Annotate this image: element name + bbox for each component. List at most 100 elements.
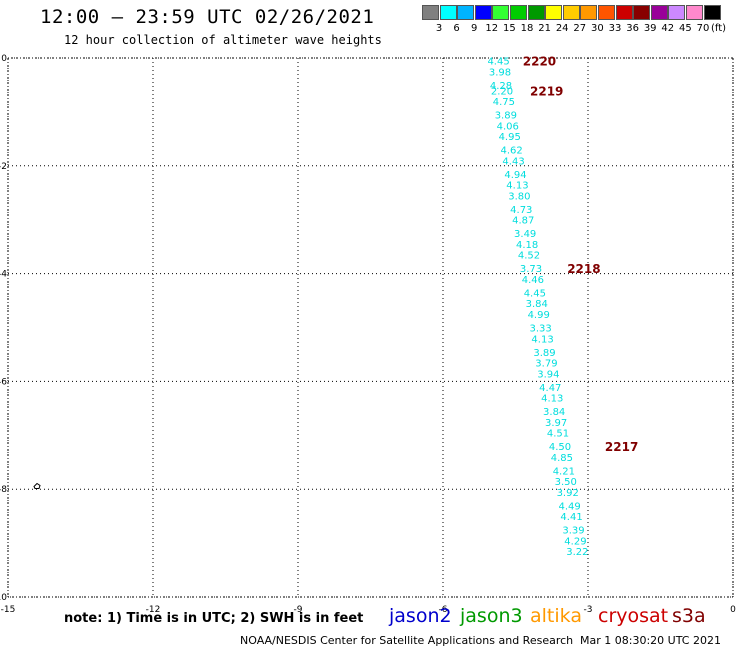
map-grid (7, 57, 734, 598)
pass-number: 2217 (605, 440, 638, 454)
timestamp-text: Mar 1 08:30:20 UTC 2021 (580, 634, 721, 647)
swh-value: 4.13 (506, 181, 528, 192)
swh-value: 4.75 (493, 97, 515, 108)
altimeter-track: 4.453.984.282.204.753.894.064.954.624.43… (487, 57, 588, 558)
legend-label: 6 (453, 23, 460, 34)
swh-value: 3.98 (489, 67, 511, 78)
swh-color-legend: 3 6 9 12 15 18 21 24 27 30 33 36 39 42 45 70 (ft) (422, 5, 732, 35)
legend-swatch (474, 5, 492, 20)
swh-value: 4.52 (518, 251, 540, 262)
legend-swatch (650, 5, 668, 20)
swh-value: 4.46 (522, 275, 544, 286)
satellite-name: cryosat (598, 605, 669, 627)
island-outline (33, 482, 41, 490)
legend-swatch (422, 5, 439, 20)
footer-note: note: 1) Time is in UTC; 2) SWH is in fe… (64, 611, 364, 626)
swh-value: 3.92 (557, 488, 579, 499)
legend-swatch (527, 5, 545, 20)
swh-value: 4.21 (553, 466, 575, 477)
legend-swatch (703, 5, 721, 20)
swh-value: 4.29 (564, 536, 586, 547)
land-feature (33, 482, 41, 490)
x-tick-label: -3 (584, 605, 593, 615)
legend-swatch (686, 5, 703, 20)
y-tick-label: -10 (0, 593, 7, 603)
map-title: 12:00 — 23:59 UTC 02/26/2021 (40, 6, 375, 28)
swh-value: 2.20 (491, 86, 513, 97)
y-tick-label: -2 (0, 162, 7, 172)
swh-value: 3.97 (545, 418, 567, 429)
pass-number: 2220 (523, 55, 556, 69)
legend-swatch (580, 5, 598, 20)
swh-value: 4.85 (551, 453, 573, 464)
swh-value: 4.95 (499, 132, 521, 143)
satellite-name: jason2 (389, 605, 452, 627)
swh-value: 3.50 (555, 477, 577, 488)
swh-value: 3.84 (543, 407, 565, 418)
swh-value: 4.28 (490, 81, 512, 92)
legend-label: 39 (643, 23, 657, 34)
x-tick-label: -9 (294, 605, 303, 615)
swh-value: 4.99 (528, 310, 550, 321)
swh-value: 3.22 (566, 547, 588, 558)
swh-value: 4.13 (531, 334, 553, 345)
x-tick-label: -15 (1, 605, 16, 615)
legend-swatch (492, 5, 510, 20)
y-tick-label: -8 (0, 485, 7, 495)
swh-value: 4.73 (510, 205, 532, 216)
swh-value: 4.94 (504, 170, 526, 181)
legend-label: 30 (591, 23, 604, 34)
swh-value: 3.80 (508, 191, 530, 202)
y-tick-label: -4 (0, 270, 7, 280)
satellite-name: altika (530, 605, 582, 627)
legend-swatch (633, 5, 651, 20)
swh-value: 3.39 (562, 526, 584, 537)
legend-swatch (545, 5, 563, 20)
legend-label: 9 (471, 23, 478, 34)
swh-value: 4.45 (487, 57, 509, 68)
x-tick-label: -12 (146, 605, 161, 615)
swh-value: 3.94 (537, 369, 559, 380)
y-tick-label: -6 (0, 377, 7, 387)
satellite-name: s3a (672, 605, 706, 627)
swh-value: 4.41 (560, 512, 582, 523)
legend-label: 24 (555, 23, 569, 34)
swh-value: 3.89 (495, 111, 517, 122)
legend-label: 3 (435, 23, 443, 34)
legend-swatch (439, 5, 457, 20)
legend-swatch (668, 5, 686, 20)
legend-unit: (ft) (711, 23, 727, 34)
legend-label: 33 (608, 23, 622, 34)
legend-swatch (457, 5, 475, 20)
swh-value: 4.06 (497, 121, 519, 132)
legend-swatch (562, 5, 580, 20)
swh-value: 3.49 (514, 229, 536, 240)
swh-value: 4.51 (547, 429, 569, 440)
swh-value: 4.13 (541, 394, 563, 405)
swh-value: 3.73 (520, 264, 542, 275)
swh-value: 3.84 (526, 299, 548, 310)
legend-label: 18 (520, 23, 534, 34)
legend-label: 42 (661, 23, 675, 34)
pass-number: 2218 (567, 262, 600, 276)
legend-label: 27 (573, 23, 587, 34)
swh-value: 4.62 (501, 146, 523, 157)
map-subtitle: 12 hour collection of altimeter wave hei… (64, 33, 382, 47)
y-tick-label: 0 (1, 54, 7, 64)
legend-label: 36 (626, 23, 639, 34)
legend-swatch (598, 5, 615, 20)
swh-value: 4.50 (549, 442, 571, 453)
credit-text: NOAA/NESDIS Center for Satellite Applica… (240, 634, 574, 647)
swh-value: 3.33 (530, 324, 552, 335)
legend-label: 12 (485, 23, 499, 34)
pass-number: 2219 (530, 84, 563, 98)
axis-tick-labels: -15 -12 -9 -6 -3 0 0 -2 -4 -6 -8 -10 (0, 54, 736, 615)
legend-label: 21 (538, 23, 551, 34)
legend-label: 15 (503, 23, 516, 34)
x-tick-label: -6 (439, 605, 448, 615)
legend-swatch (510, 5, 527, 20)
satellite-name: jason3 (460, 605, 523, 627)
swh-value: 4.45 (524, 288, 546, 299)
swh-value: 4.47 (539, 383, 561, 394)
